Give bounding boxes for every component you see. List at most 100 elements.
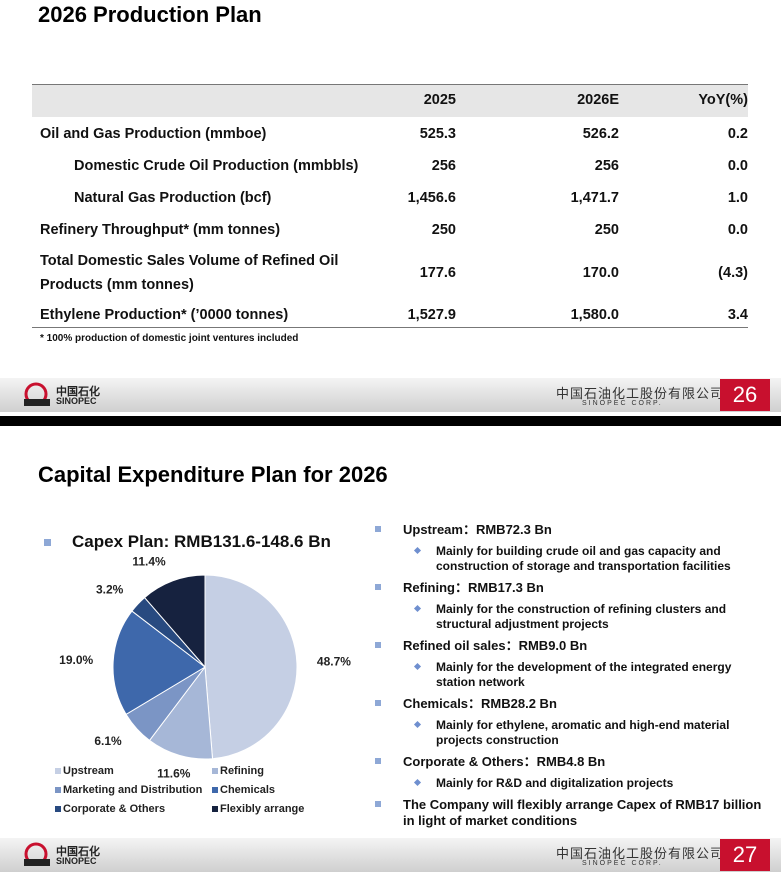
sub-bullet: [413, 720, 422, 729]
table-cell: 1.0: [727, 190, 748, 206]
footnote: * 100% production of domestic joint vent…: [40, 333, 299, 344]
bullet-sub: Mainly for the development of the integr…: [436, 660, 732, 689]
row-label: Natural Gas Production (bcf): [74, 190, 272, 206]
logo-base: [24, 859, 50, 866]
slice-label: 3.2%: [96, 583, 124, 597]
sub-bullet: [413, 778, 422, 787]
logo-icon: [24, 382, 50, 406]
table-cell: 250: [431, 222, 456, 238]
table-cell: 1,471.7: [570, 190, 619, 206]
slice-label: 19.0%: [59, 653, 93, 667]
table-cell: 256: [594, 158, 619, 174]
legend-label: Marketing and Distribution: [63, 784, 203, 796]
logo-cn: 中国石化: [56, 386, 100, 398]
sub-bullet: [413, 604, 422, 613]
table-header-bg: [32, 84, 748, 117]
table-cell: 526.2: [582, 126, 619, 142]
row-label: Refinery Throughput* (mm tonnes): [40, 222, 281, 238]
logo-base: [24, 399, 50, 406]
slice-label: 11.4%: [132, 555, 166, 568]
legend-label: Chemicals: [220, 784, 275, 796]
logo-en: SINOPEC: [56, 396, 97, 406]
table-cell: 0.0: [727, 222, 748, 238]
table-cell: 170.0: [582, 265, 619, 281]
pie-slice: [143, 574, 206, 669]
bullet-square: [375, 801, 381, 807]
legend-swatch: [212, 806, 218, 812]
bullet-item: Refined oil sales：RMB9.0 Bn Mainly for th…: [373, 638, 763, 690]
table-cell: 0.0: [727, 158, 748, 174]
table-bottom-rule: [32, 327, 748, 328]
logo-icon: [24, 842, 50, 866]
sub-item: Mainly for the construction of refining …: [373, 602, 763, 632]
legend-swatch: [55, 806, 61, 812]
table-header-cell: 2025: [423, 92, 456, 108]
bullet-sub: Mainly for R&D and digitalization projec…: [436, 776, 674, 790]
bullet-sub: Mainly for ethylene, aromatic and high-e…: [436, 718, 730, 747]
bullet-square: [44, 539, 51, 546]
legend-swatch: [55, 787, 61, 793]
bullet-head: Refining：RMB17.3 Bn: [403, 580, 544, 595]
footer-bar: [0, 378, 781, 412]
row-label: Domestic Crude Oil Production (mmbbls): [74, 158, 359, 174]
legend-label: Upstream: [63, 765, 114, 777]
table-cell: 1,527.9: [407, 307, 456, 323]
pie-slice: [112, 610, 206, 716]
table-cell: 1,580.0: [570, 307, 619, 323]
page-number: 26: [720, 379, 770, 411]
legend-swatch: [55, 768, 61, 774]
slide-title: 2026 Production Plan: [38, 2, 262, 27]
sub-item: Mainly for the development of the integr…: [373, 660, 763, 690]
table-header-cell: 2026E: [577, 92, 619, 108]
slice-label: 6.1%: [94, 734, 122, 748]
bullet-head: Chemicals：RMB28.2 Bn: [403, 696, 557, 711]
slide-separator: [0, 416, 781, 426]
table-header-cell: YoY(%): [698, 92, 748, 108]
legend-label: Flexibly arrange: [220, 803, 304, 815]
table-cell: 525.3: [419, 126, 456, 142]
bullet-list: Upstream：RMB72.3 Bn Mainly for building c…: [373, 522, 763, 835]
row-label: Total Domestic Sales Volume of Refined O…: [40, 253, 339, 293]
legend-label: Refining: [220, 765, 264, 777]
bullet-sub: Mainly for building crude oil and gas ca…: [436, 544, 731, 573]
legend-swatch: [212, 787, 218, 793]
company-en: SINOPEC CORP.: [582, 860, 663, 867]
slice-label: 48.7%: [317, 655, 351, 669]
slide-title: Capital Expenditure Plan for 2026: [38, 462, 388, 487]
pie-slice: [204, 574, 298, 760]
row-label: Oil and Gas Production (mmboe): [40, 126, 267, 142]
bullet-item: Corporate & Others：RMB4.8 Bn Mainly for R…: [373, 754, 763, 791]
pie-slice: [148, 665, 214, 760]
bullet-head: The Company will flexibly arrange Capex …: [403, 797, 762, 828]
bullet-sub: Mainly for the construction of refining …: [436, 602, 727, 631]
bullet-item: The Company will flexibly arrange Capex …: [373, 797, 763, 829]
bullet-head: Corporate & Others：RMB4.8 Bn: [403, 754, 606, 769]
legend-swatch: [212, 768, 218, 774]
logo-en: SINOPEC: [56, 856, 97, 866]
table-cell: 177.6: [419, 265, 456, 281]
table-cell: 0.2: [727, 126, 748, 142]
page-number: 27: [720, 839, 770, 871]
bullet-item: Refining：RMB17.3 Bn Mainly for the constr…: [373, 580, 763, 632]
bullet-square: [375, 700, 381, 706]
bullet-item: Chemicals：RMB28.2 Bn Mainly for ethylene,…: [373, 696, 763, 748]
bullet-square: [375, 758, 381, 764]
bullet-head: Upstream：RMB72.3 Bn: [403, 522, 552, 537]
table-cell: 256: [431, 158, 456, 174]
sub-bullet: [413, 546, 422, 555]
table-cell: 250: [594, 222, 619, 238]
sub-item: Mainly for building crude oil and gas ca…: [373, 544, 763, 574]
company-cn: 中国石油化工股份有限公司: [556, 386, 725, 401]
bullet-square: [375, 584, 381, 590]
bullet-item: Upstream：RMB72.3 Bn Mainly for building c…: [373, 522, 763, 574]
company-en: SINOPEC CORP.: [582, 400, 663, 407]
table-cell: (4.3): [718, 265, 748, 281]
bullet-square: [375, 642, 381, 648]
table-cell: 3.4: [727, 307, 748, 323]
sub-item: Mainly for R&D and digitalization projec…: [373, 776, 763, 791]
company-cn: 中国石油化工股份有限公司: [556, 846, 725, 861]
pie-chart: 48.7% 11.6% 6.1% 19.0% 3.2% 11.4% Upstream Refi…: [55, 555, 351, 815]
table-cell: 1,456.6: [407, 190, 456, 206]
row-label: Ethylene Production* (’0000 tonnes): [40, 307, 289, 323]
